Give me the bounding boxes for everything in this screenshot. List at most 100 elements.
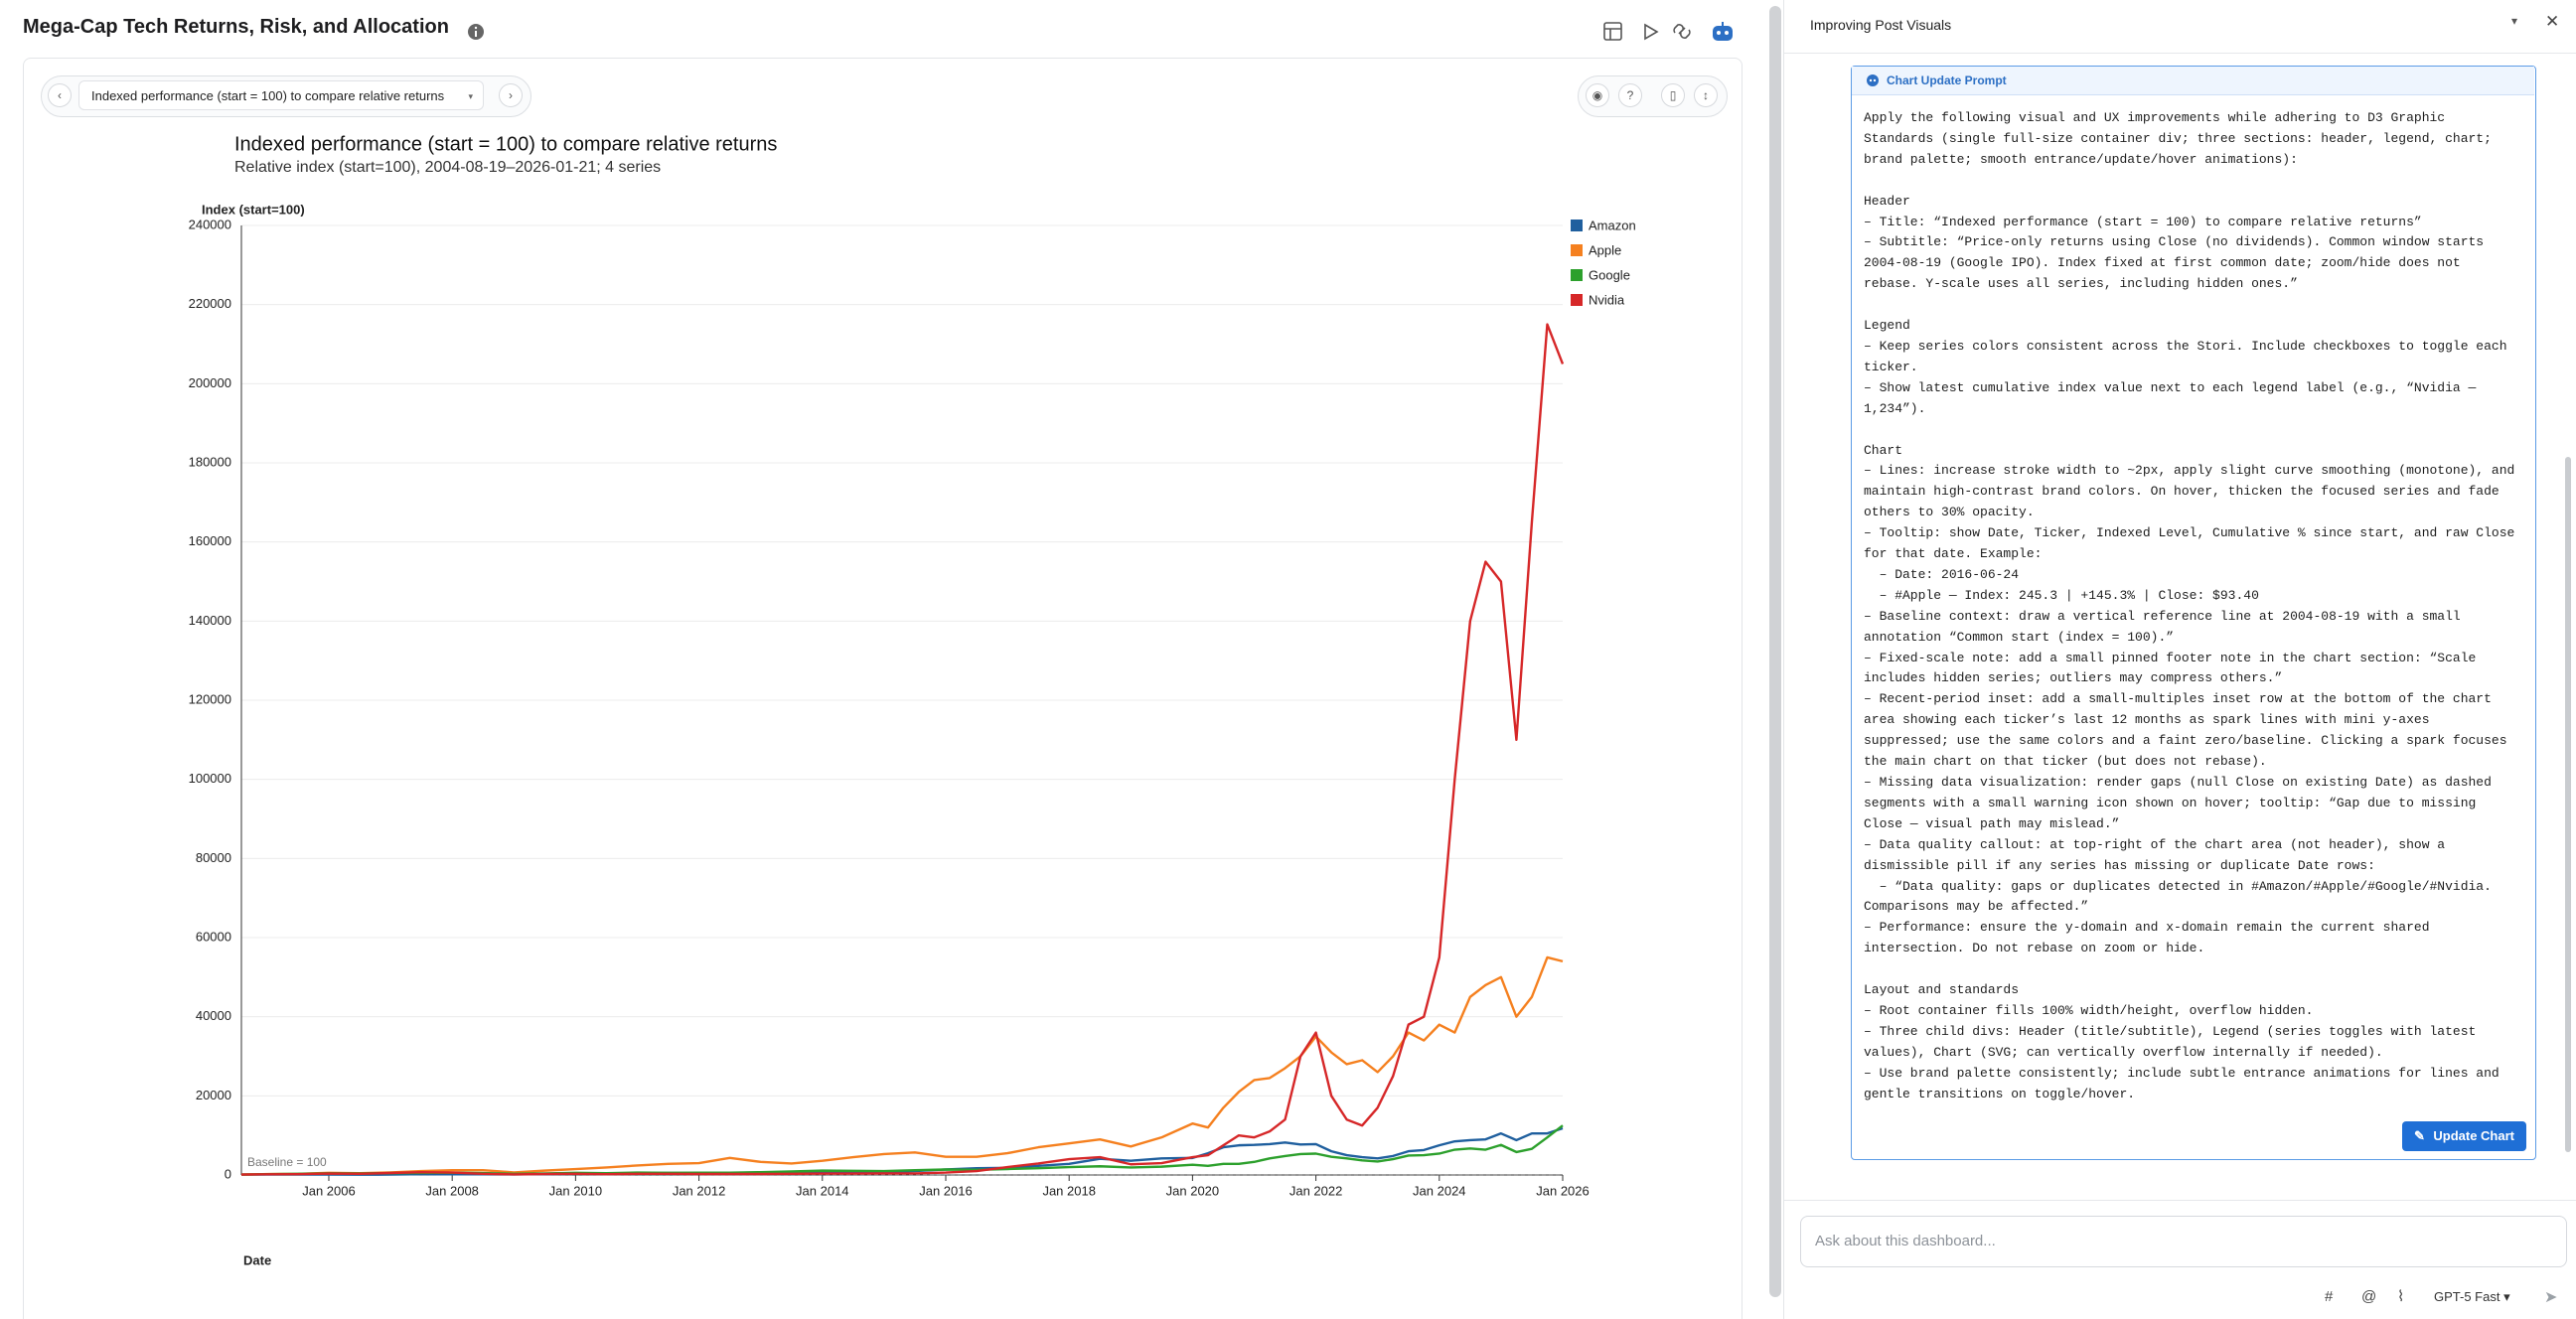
legend-label: Amazon	[1589, 218, 1636, 232]
y-tick-label: 220000	[189, 296, 231, 311]
prompt-line: area showing each ticker’s last 12 month…	[1864, 712, 2430, 728]
legend-swatch	[1571, 294, 1583, 306]
prompt-line: – Fixed-scale note: add a small pinned f…	[1864, 650, 2477, 665]
mention-button[interactable]: @	[2361, 1288, 2377, 1305]
prompt-line: – Missing data visualization: render gap…	[1864, 775, 2492, 790]
prompt-line: – Tooltip: show Date, Ticker, Indexed Le…	[1864, 525, 2515, 541]
prompt-line: Close — visual path may mislead.”	[1864, 815, 2120, 831]
legend-label: Google	[1589, 267, 1630, 282]
prompt-line: Comparisons may be affected.”	[1864, 899, 2089, 915]
prompt-line: Apply the following visual and UX improv…	[1864, 110, 2446, 125]
prompt-line: – Use brand palette consistently; includ…	[1864, 1065, 2500, 1081]
legend-label: Apple	[1589, 242, 1621, 257]
prompt-line: – Baseline context: draw a vertical refe…	[1864, 608, 2461, 624]
prompt-line: annotation “Common start (index = 100).”	[1864, 629, 2175, 645]
prompt-line: – Three child divs: Header (title/subtit…	[1864, 1023, 2477, 1039]
prompt-line: – “Data quality: gaps or duplicates dete…	[1864, 878, 2492, 894]
y-tick-label: 240000	[189, 217, 231, 231]
x-tick-label: Jan 2012	[673, 1183, 726, 1198]
prompt-line: others to 30% opacity.	[1864, 505, 2035, 520]
prompt-line: – Recent-period inset: add a small-multi…	[1864, 691, 2492, 707]
prompt-line: – Lines: increase stroke width to ~2px, …	[1864, 463, 2515, 479]
prompt-line: – Performance: ensure the y-domain and x…	[1864, 920, 2430, 936]
prompt-paragraph: Header – Title: “Indexed performance (sta…	[1864, 192, 2514, 296]
prompt-line: includes hidden series; outliers may com…	[1864, 670, 2283, 686]
model-select[interactable]: GPT-5 Fast ▾	[2434, 1289, 2510, 1304]
send-button[interactable]: ➤	[2544, 1289, 2558, 1306]
view-select[interactable]: Indexed performance (start = 100) to com…	[78, 80, 484, 110]
prompt-line: gentle transitions on toggle/hover.	[1864, 1086, 2136, 1101]
x-tick-label: Jan 2018	[1042, 1183, 1096, 1198]
y-tick-label: 160000	[189, 533, 231, 548]
page-title: Mega-Cap Tech Returns, Risk, and Allocat…	[23, 16, 449, 38]
prompt-line: dismissible pill if any series has missi…	[1864, 857, 2375, 873]
prompt-line: suppressed; use the same colors and a fa…	[1864, 733, 2507, 749]
y-tick-label: 140000	[189, 613, 231, 628]
y-axis-label: Index (start=100)	[202, 202, 305, 217]
prompt-text: Apply the following visual and UX improv…	[1864, 108, 2514, 1125]
x-tick-label: Jan 2014	[796, 1183, 849, 1198]
attach-button[interactable]: ⌇	[2397, 1288, 2405, 1305]
x-tick-label: Jan 2008	[425, 1183, 479, 1198]
panel-title: Improving Post Visuals	[1810, 17, 1952, 33]
chart: Indexed performance (start = 100) to com…	[189, 133, 1636, 1267]
prompt-line: – Date: 2016-06-24	[1864, 566, 2020, 582]
prompt-line: 1,234”).	[1864, 400, 1926, 416]
x-tick-label: Jan 2006	[302, 1183, 356, 1198]
series-line	[240, 1124, 1564, 1176]
header-actions[interactable]	[1601, 20, 1741, 44]
prompt-line: intersection. Do not rebase on zoom or h…	[1864, 941, 2205, 956]
prompt-paragraph: Layout and standards – Root container fil…	[1864, 980, 2514, 1104]
close-button[interactable]: ✕	[2545, 12, 2560, 31]
prompt-icon	[1867, 74, 1879, 86]
prompt-line: – Show latest cumulative index value nex…	[1864, 379, 2477, 395]
y-tick-label: 180000	[189, 454, 231, 469]
side-panel: Improving Post Visuals ▾ ✕ Chart Update …	[1783, 0, 2576, 1319]
legend-swatch	[1571, 244, 1583, 256]
collapse-button[interactable]: ▾	[2511, 14, 2518, 28]
x-tick-label: Jan 2024	[1413, 1183, 1466, 1198]
y-tick-label: 0	[225, 1166, 231, 1181]
help-button[interactable]: ?	[1618, 83, 1642, 107]
update-chart-label: Update Chart	[2433, 1128, 2514, 1143]
chat-input[interactable]: Ask about this dashboard...	[1800, 1216, 2567, 1267]
prompt-title: Chart Update Prompt	[1887, 73, 2007, 87]
prompt-line: values), Chart (SVG; can vertically over…	[1864, 1044, 2383, 1060]
next-button[interactable]: ›	[499, 83, 523, 107]
expand-button[interactable]: ↕	[1694, 83, 1718, 107]
chart-card	[23, 58, 1743, 1319]
prompt-header: Chart Update Prompt	[1852, 67, 2534, 95]
snapshot-button[interactable]: ◉	[1586, 83, 1609, 107]
info-icon[interactable]	[467, 23, 485, 41]
chart-subtitle: Relative index (start=100), 2004-08-19–2…	[234, 159, 661, 176]
panel-scrollbar[interactable]	[2565, 457, 2571, 1152]
prompt-line: Header	[1864, 193, 1910, 209]
model-label: GPT-5 Fast	[2434, 1289, 2500, 1304]
prompt-line: – #Apple — Index: 245.3 | +145.3% | Clos…	[1864, 587, 2259, 603]
update-chart-button[interactable]: ✎ Update Chart	[2402, 1121, 2526, 1151]
delete-button[interactable]: ▯	[1661, 83, 1685, 107]
prev-button[interactable]: ‹	[48, 83, 72, 107]
chart-title: Indexed performance (start = 100) to com…	[234, 133, 777, 155]
prompt-line: 2004-08-19 (Google IPO). Index fixed at …	[1864, 255, 2461, 271]
prompt-line: for that date. Example:	[1864, 546, 2043, 562]
input-border	[1784, 1200, 2576, 1201]
x-tick-label: Jan 2022	[1289, 1183, 1343, 1198]
resize-handle[interactable]	[1769, 6, 1781, 1297]
prompt-line: – Keep series colors consistent across t…	[1864, 338, 2507, 354]
legend-swatch	[1571, 269, 1583, 281]
x-tick-label: Jan 2016	[919, 1183, 973, 1198]
prompt-line: brand palette; smooth entrance/update/ho…	[1864, 151, 2298, 167]
baseline-label: Baseline = 100	[247, 1155, 327, 1169]
y-tick-label: 60000	[196, 929, 231, 944]
prompt-paragraph: Legend – Keep series colors consistent ac…	[1864, 316, 2514, 420]
prompt-line: the main chart on that ticker (but does …	[1864, 754, 2267, 770]
legend-label: Nvidia	[1589, 292, 1625, 307]
prompt-line: Legend	[1864, 318, 1910, 334]
y-tick-label: 100000	[189, 771, 231, 786]
prompt-line: rebase. Y-scale uses all series, includi…	[1864, 276, 2298, 292]
hashtag-button[interactable]: #	[2325, 1288, 2334, 1305]
series-line	[240, 955, 1564, 1176]
series-line	[240, 323, 1565, 1176]
